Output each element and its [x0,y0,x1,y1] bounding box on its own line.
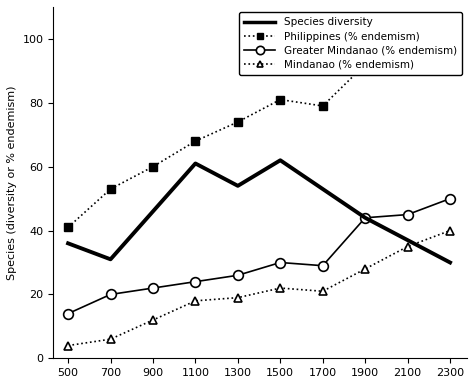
Legend: Species diversity, Philippines (% endemism), Greater Mindanao (% endemism), Mind: Species diversity, Philippines (% endemi… [239,12,462,75]
Y-axis label: Species (diversity or % endemism): Species (diversity or % endemism) [7,85,17,280]
